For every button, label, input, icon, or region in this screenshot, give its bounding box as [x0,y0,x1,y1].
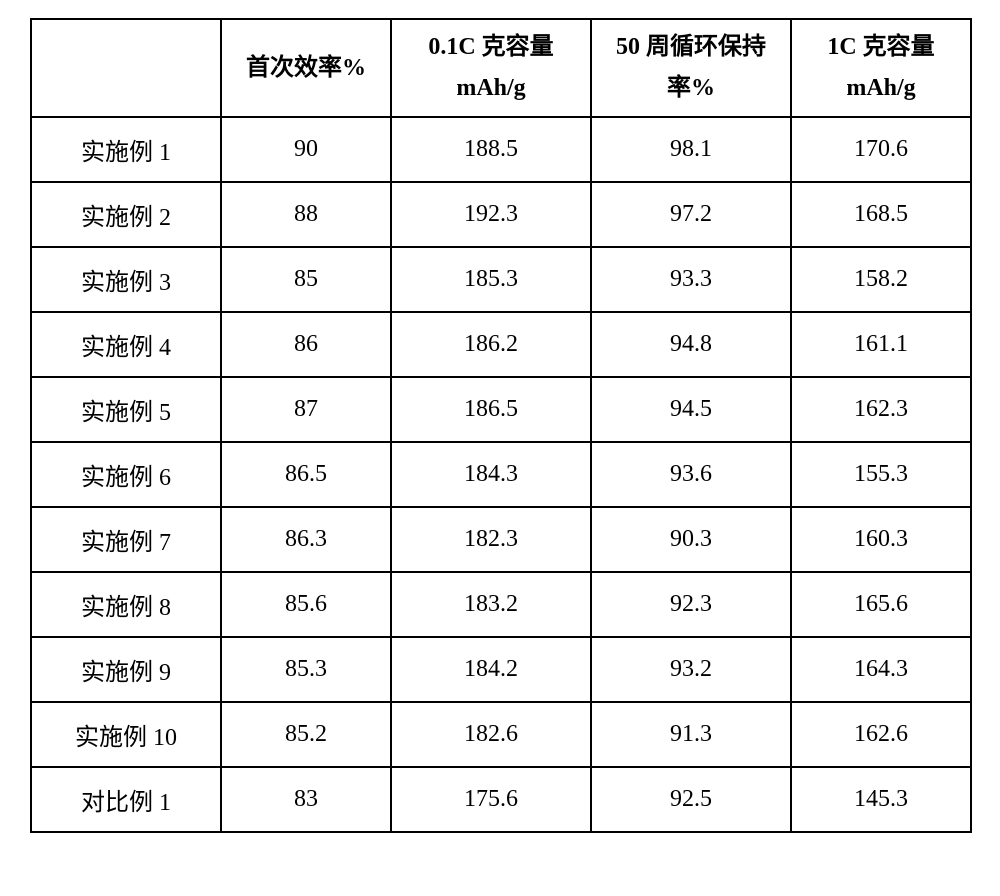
row-label: 实施例 8 [31,572,221,637]
row-label: 实施例 6 [31,442,221,507]
cell-01c: 185.3 [391,247,591,312]
header-text: 50 周循环保持 [592,27,790,68]
cell-efficiency: 86 [221,312,391,377]
header-text: mAh/g [792,68,970,109]
cell-01c: 188.5 [391,117,591,182]
cell-retention: 90.3 [591,507,791,572]
row-label: 实施例 2 [31,182,221,247]
table-row: 实施例 8 85.6 183.2 92.3 165.6 [31,572,971,637]
table-row: 实施例 1 90 188.5 98.1 170.6 [31,117,971,182]
cell-1c: 170.6 [791,117,971,182]
cell-retention: 92.5 [591,767,791,832]
cell-efficiency: 86.5 [221,442,391,507]
table-row: 实施例 9 85.3 184.2 93.2 164.3 [31,637,971,702]
table-row: 实施例 4 86 186.2 94.8 161.1 [31,312,971,377]
row-label: 实施例 5 [31,377,221,442]
page: 首次效率% 0.1C 克容量 mAh/g 50 周循环保持 率% 1C 克容量 … [0,0,1000,896]
table-row: 实施例 5 87 186.5 94.5 162.3 [31,377,971,442]
cell-retention: 91.3 [591,702,791,767]
cell-efficiency: 83 [221,767,391,832]
table-row: 实施例 3 85 185.3 93.3 158.2 [31,247,971,312]
table-row: 实施例 2 88 192.3 97.2 168.5 [31,182,971,247]
cell-retention: 97.2 [591,182,791,247]
cell-retention: 92.3 [591,572,791,637]
cell-1c: 162.3 [791,377,971,442]
col-header-50cycle-retention: 50 周循环保持 率% [591,19,791,117]
row-label: 实施例 7 [31,507,221,572]
cell-01c: 183.2 [391,572,591,637]
cell-01c: 175.6 [391,767,591,832]
cell-1c: 158.2 [791,247,971,312]
cell-efficiency: 85 [221,247,391,312]
cell-1c: 161.1 [791,312,971,377]
row-label: 实施例 3 [31,247,221,312]
header-text: 率% [592,68,790,109]
cell-1c: 165.6 [791,572,971,637]
cell-retention: 94.8 [591,312,791,377]
cell-retention: 98.1 [591,117,791,182]
cell-retention: 94.5 [591,377,791,442]
table-header-row: 首次效率% 0.1C 克容量 mAh/g 50 周循环保持 率% 1C 克容量 … [31,19,971,117]
cell-retention: 93.2 [591,637,791,702]
cell-retention: 93.6 [591,442,791,507]
row-label: 实施例 9 [31,637,221,702]
cell-01c: 186.2 [391,312,591,377]
header-text: mAh/g [392,68,590,109]
cell-efficiency: 85.3 [221,637,391,702]
cell-01c: 186.5 [391,377,591,442]
col-header-label [31,19,221,117]
cell-01c: 184.2 [391,637,591,702]
header-text: 0.1C 克容量 [392,27,590,68]
cell-efficiency: 85.6 [221,572,391,637]
row-label: 实施例 4 [31,312,221,377]
data-table: 首次效率% 0.1C 克容量 mAh/g 50 周循环保持 率% 1C 克容量 … [30,18,972,833]
header-text: 1C 克容量 [792,27,970,68]
cell-efficiency: 90 [221,117,391,182]
row-label: 对比例 1 [31,767,221,832]
cell-1c: 168.5 [791,182,971,247]
cell-01c: 182.3 [391,507,591,572]
table-row: 对比例 1 83 175.6 92.5 145.3 [31,767,971,832]
cell-01c: 184.3 [391,442,591,507]
col-header-efficiency: 首次效率% [221,19,391,117]
cell-1c: 162.6 [791,702,971,767]
table-row: 实施例 7 86.3 182.3 90.3 160.3 [31,507,971,572]
cell-1c: 164.3 [791,637,971,702]
col-header-1c-capacity: 1C 克容量 mAh/g [791,19,971,117]
cell-efficiency: 86.3 [221,507,391,572]
header-text: 首次效率% [222,48,390,89]
table-row: 实施例 6 86.5 184.3 93.6 155.3 [31,442,971,507]
row-label: 实施例 1 [31,117,221,182]
cell-efficiency: 87 [221,377,391,442]
col-header-01c-capacity: 0.1C 克容量 mAh/g [391,19,591,117]
cell-efficiency: 85.2 [221,702,391,767]
table-row: 实施例 10 85.2 182.6 91.3 162.6 [31,702,971,767]
cell-1c: 145.3 [791,767,971,832]
cell-1c: 155.3 [791,442,971,507]
cell-retention: 93.3 [591,247,791,312]
row-label: 实施例 10 [31,702,221,767]
cell-01c: 182.6 [391,702,591,767]
cell-efficiency: 88 [221,182,391,247]
cell-01c: 192.3 [391,182,591,247]
cell-1c: 160.3 [791,507,971,572]
